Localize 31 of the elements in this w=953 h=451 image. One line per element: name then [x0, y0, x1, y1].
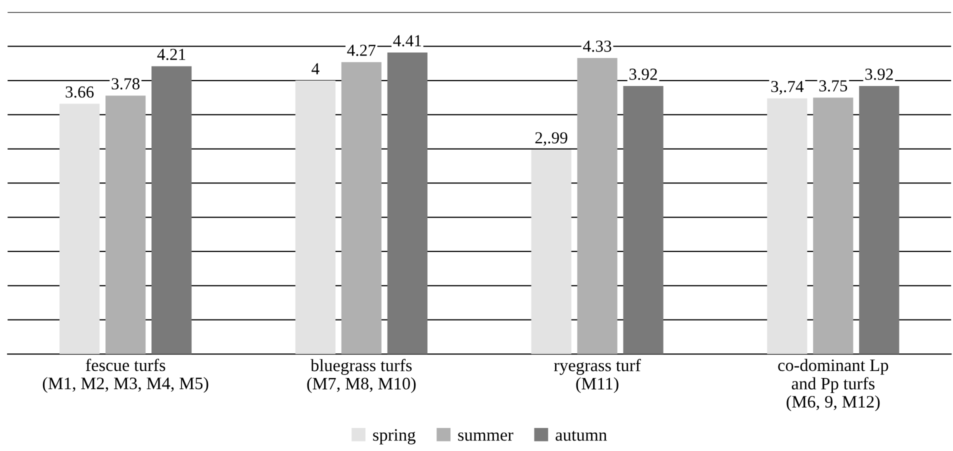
data-label: 4.21 [157, 48, 186, 60]
data-label: 3.92 [865, 68, 893, 80]
bar [767, 98, 808, 354]
data-label: 3.75 [819, 80, 848, 92]
data-label: 3.66 [66, 86, 94, 98]
bar [813, 98, 854, 354]
data-label: 2,.99 [535, 132, 568, 146]
data-label: 4.27 [347, 44, 376, 56]
data-label: 4.41 [393, 35, 422, 46]
legend-label: summer [458, 432, 514, 441]
data-label: 3,.74 [771, 80, 804, 95]
bar [341, 62, 382, 354]
bar [295, 80, 336, 354]
bar [623, 86, 664, 354]
x-tick-label: ryegrass turf (M11) [554, 358, 641, 394]
x-tick-label: fescue turfs (M1, M2, M3, M4, M5) [42, 358, 208, 393]
bar [60, 104, 100, 354]
bar [859, 86, 900, 354]
data-label: 4.33 [583, 40, 612, 52]
x-tick-label: bluegrass turfs (M7, M8, M10) [307, 358, 416, 394]
bar [106, 96, 146, 354]
x-tick-label: co-dominant Lp and Pp turfs (M6, 9, M12) [778, 358, 888, 412]
data-label: 3.92 [630, 68, 657, 80]
bar [577, 58, 618, 354]
data-label: 4 [312, 63, 320, 74]
bar [531, 150, 572, 354]
bar [152, 66, 192, 354]
bar [387, 52, 428, 354]
legend-label: spring [373, 429, 416, 444]
legend-label: autumn [556, 430, 607, 441]
data-label: 3.78 [112, 78, 140, 90]
